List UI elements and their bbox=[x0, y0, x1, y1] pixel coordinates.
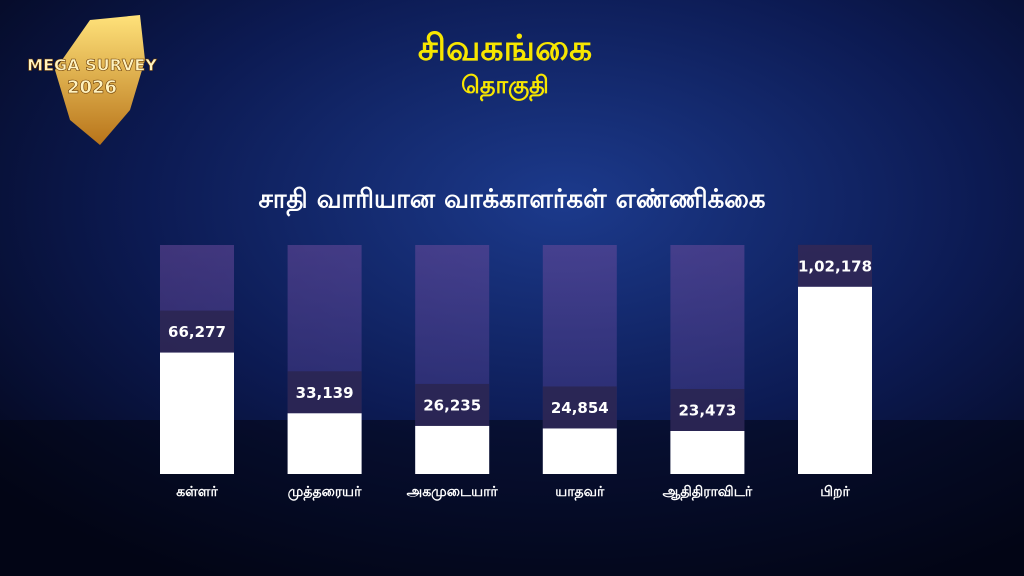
chart-title: சிவகங்கை bbox=[418, 28, 592, 69]
value-label: 26,235 bbox=[423, 396, 481, 414]
x-tick-label: யாதவர் bbox=[555, 484, 605, 501]
value-label-box bbox=[798, 244, 872, 287]
value-label: 1,02,178 bbox=[798, 257, 872, 275]
x-tick-label: பிறர் bbox=[820, 484, 850, 500]
chart-subtitle: தொகுதி bbox=[461, 71, 549, 102]
bar bbox=[160, 352, 234, 474]
value-label: 33,139 bbox=[296, 384, 354, 402]
x-tick-label: முத்தரையர் bbox=[288, 484, 362, 501]
value-label-box bbox=[160, 310, 234, 353]
value-label: 23,473 bbox=[678, 401, 736, 419]
logo-map bbox=[55, 15, 145, 145]
value-label-box bbox=[670, 388, 745, 431]
logo-title: MEGA SURVEY bbox=[27, 56, 157, 75]
logo-year: 2026 bbox=[67, 77, 117, 98]
bar bbox=[287, 413, 362, 474]
value-label-box bbox=[415, 383, 490, 426]
value-label: 66,277 bbox=[168, 323, 226, 341]
bar bbox=[542, 428, 617, 474]
x-tick-label: ஆதிதிராவிடர் bbox=[663, 484, 753, 501]
bar bbox=[415, 425, 490, 474]
value-label-box bbox=[542, 386, 617, 429]
bar bbox=[798, 286, 872, 474]
value-label: 24,854 bbox=[551, 399, 609, 417]
bar bbox=[670, 430, 745, 474]
value-label-box bbox=[287, 371, 362, 414]
x-tick-label: அகமுடையார் bbox=[407, 484, 499, 500]
x-tick-label: கள்ளர் bbox=[176, 484, 218, 500]
chart-heading: சாதி வாரியான வாக்காளர்கள் எண்ணிக்கை bbox=[258, 185, 765, 217]
